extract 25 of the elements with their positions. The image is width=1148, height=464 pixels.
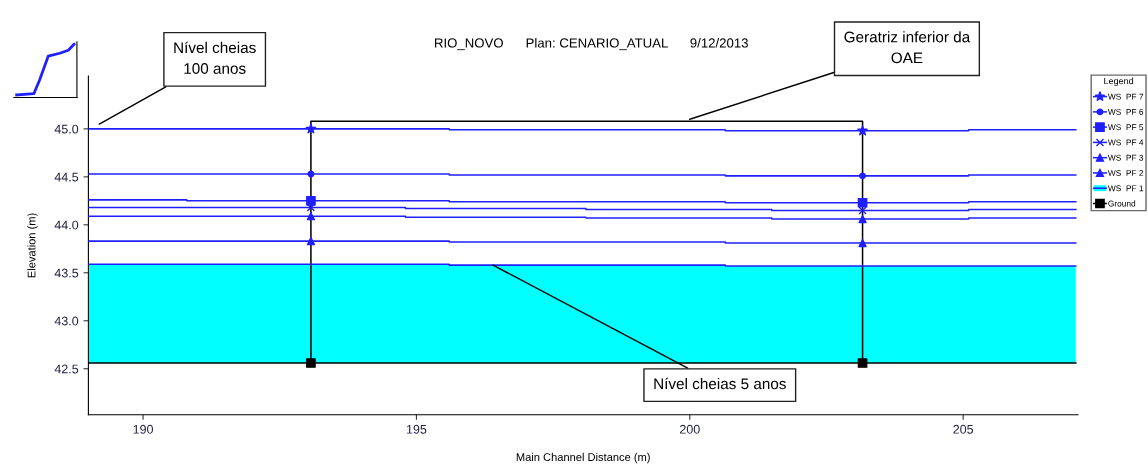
y-tick-label: 43.0 (54, 316, 79, 326)
legend-label: WS PF 4 (1107, 139, 1144, 146)
legend-label: WS PF 2 (1107, 170, 1144, 176)
legend-label: WS PF 5 (1107, 124, 1144, 131)
x-tick-label: 200 (680, 424, 700, 434)
annotation: Geratriz inferior da OAE (844, 31, 971, 64)
y-tick-label: 43.5 (54, 268, 79, 278)
chart-title: RIO_NOVO Plan: CENARIO_ATUAL 9/12/2013 (435, 37, 748, 51)
x-axis-title: Main Channel Distance (m) (516, 452, 650, 464)
x-tick-label: 195 (406, 424, 427, 434)
legend-label: WS PF 7 (1107, 93, 1144, 100)
annotation: Nível cheias 100 anos (174, 41, 256, 74)
legend-label: WS PF 6 (1107, 108, 1144, 115)
x-tick-label: 205 (953, 424, 974, 434)
legend-label: Ground (1108, 200, 1136, 207)
x-tick-label: 190 (133, 424, 154, 434)
legend-label: WS PF 1 (1107, 185, 1144, 192)
y-tick-label: 45.0 (54, 124, 79, 134)
y-tick-label: 42.5 (54, 364, 79, 374)
y-tick-label: 44.5 (54, 172, 79, 182)
y-tick-label: 44.0 (54, 220, 79, 230)
annotation: Nível cheias 5 anos (654, 377, 786, 390)
y-axis-title: Elevation (m) (27, 213, 38, 278)
legend-title: Legend (1104, 77, 1134, 86)
legend-label: WS PF 3 (1107, 154, 1144, 161)
